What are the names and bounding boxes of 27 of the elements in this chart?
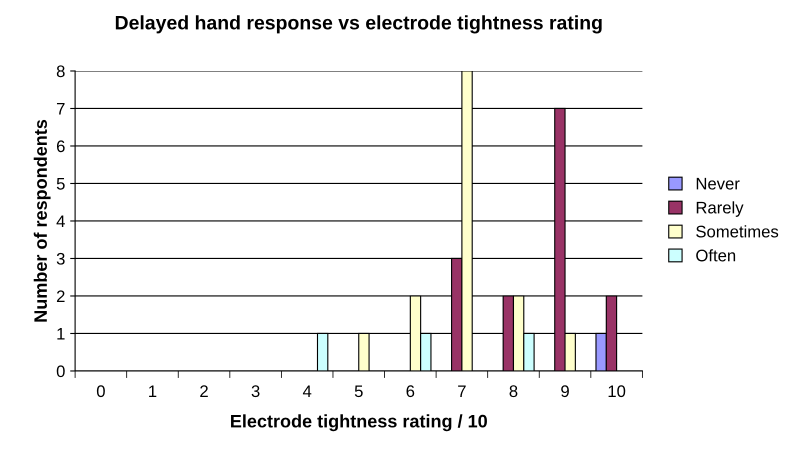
y-tick-label: 6: [56, 140, 65, 152]
legend-label: Often: [696, 249, 736, 262]
y-tick-label: 8: [56, 65, 65, 78]
legend-label: Never: [696, 178, 740, 190]
x-tick-label: 10: [608, 385, 626, 398]
x-tick-label: 5: [354, 385, 363, 398]
y-tick-label: 5: [56, 178, 65, 190]
y-axis-title: Number of respondents: [34, 120, 51, 322]
x-tick-label: 9: [561, 385, 569, 398]
y-tick-label: 7: [56, 103, 65, 115]
legend-label: Sometimes: [696, 225, 778, 238]
x-tick-label: 8: [510, 385, 518, 398]
x-tick-label: 2: [200, 385, 208, 397]
legend-label: Rarely: [696, 201, 744, 217]
x-tick-label: 7: [458, 385, 466, 397]
x-tick-label: 6: [406, 385, 414, 398]
x-tick-label: 1: [149, 385, 156, 397]
y-tick-label: 3: [56, 252, 65, 265]
y-tick-label: 2: [56, 290, 65, 302]
y-tick-label: 4: [56, 216, 65, 228]
y-tick-label: 0: [56, 365, 65, 378]
x-axis-title: Electrode tightness rating / 10: [231, 414, 487, 432]
x-tick-label: 0: [96, 385, 105, 398]
x-tick-label: 3: [252, 385, 260, 398]
y-tick-label: 1: [57, 328, 65, 340]
x-tick-label: 4: [302, 385, 312, 397]
chart-title: Delayed hand response vs electrode tightness rating: [116, 15, 602, 34]
